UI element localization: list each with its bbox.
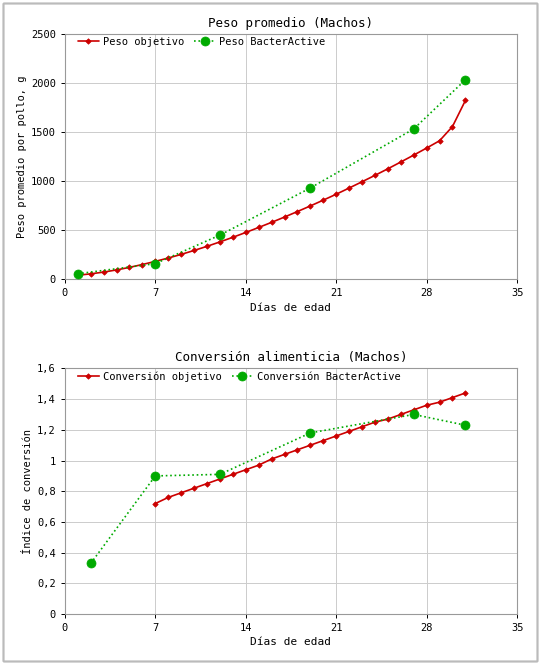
Conversión objetivo bbox=[423, 401, 430, 409]
Peso objetivo bbox=[320, 196, 327, 204]
Conversión objetivo bbox=[307, 441, 314, 449]
Peso objetivo bbox=[242, 228, 249, 236]
Peso objetivo bbox=[397, 158, 404, 166]
Peso objetivo bbox=[359, 178, 365, 186]
Peso objetivo bbox=[333, 191, 340, 199]
Peso BacterActive bbox=[410, 125, 417, 133]
Conversión objetivo bbox=[294, 446, 301, 454]
Conversión objetivo bbox=[230, 470, 236, 478]
Peso objetivo bbox=[126, 264, 133, 272]
X-axis label: Días de edad: Días de edad bbox=[251, 303, 332, 313]
Peso objetivo bbox=[423, 144, 430, 152]
Peso objetivo bbox=[307, 202, 314, 210]
Y-axis label: Peso promedio por pollo, g: Peso promedio por pollo, g bbox=[17, 75, 26, 238]
Peso objetivo bbox=[294, 208, 301, 216]
Peso objetivo bbox=[449, 123, 456, 131]
Conversión objetivo bbox=[384, 415, 391, 423]
Conversión BacterActive bbox=[307, 429, 314, 437]
Conversión objetivo bbox=[255, 461, 262, 469]
Peso objetivo bbox=[410, 151, 417, 159]
Peso objetivo bbox=[204, 242, 210, 250]
Peso objetivo bbox=[178, 250, 184, 258]
Conversión objetivo bbox=[436, 398, 443, 406]
Conversión objetivo bbox=[217, 475, 223, 483]
Conversión objetivo bbox=[397, 410, 404, 418]
Line: Conversión BacterActive: Conversión BacterActive bbox=[86, 410, 470, 568]
Conversión BacterActive bbox=[152, 472, 159, 480]
Conversión objetivo bbox=[359, 423, 365, 431]
Title: Conversión alimenticia (Machos): Conversión alimenticia (Machos) bbox=[175, 351, 407, 365]
Peso objetivo bbox=[346, 184, 353, 192]
Line: Conversión objetivo: Conversión objetivo bbox=[153, 391, 467, 505]
Conversión BacterActive bbox=[87, 560, 94, 568]
Peso BacterActive bbox=[152, 260, 159, 268]
Line: Peso BacterActive: Peso BacterActive bbox=[73, 75, 470, 278]
Line: Peso objetivo: Peso objetivo bbox=[76, 98, 467, 277]
Peso objetivo bbox=[165, 254, 172, 262]
Peso objetivo bbox=[217, 238, 223, 246]
Peso objetivo bbox=[75, 272, 81, 280]
Y-axis label: Índice de conversión: Índice de conversión bbox=[23, 429, 33, 554]
Peso objetivo bbox=[230, 233, 236, 241]
Conversión objetivo bbox=[268, 455, 275, 463]
Conversión objetivo bbox=[410, 406, 417, 414]
Conversión objetivo bbox=[320, 437, 327, 445]
Peso BacterActive bbox=[217, 231, 223, 239]
Conversión objetivo bbox=[281, 450, 288, 458]
Peso objetivo bbox=[113, 266, 120, 274]
Conversión objetivo bbox=[449, 394, 456, 402]
Peso objetivo bbox=[100, 268, 107, 276]
Peso objetivo bbox=[139, 260, 146, 268]
Peso objetivo bbox=[255, 224, 262, 232]
Conversión objetivo bbox=[204, 479, 210, 487]
Conversión BacterActive bbox=[410, 410, 417, 418]
Peso BacterActive bbox=[462, 76, 469, 84]
X-axis label: Días de edad: Días de edad bbox=[251, 637, 332, 647]
Peso BacterActive bbox=[75, 270, 81, 278]
Conversión objetivo bbox=[152, 499, 159, 507]
Title: Peso promedio (Machos): Peso promedio (Machos) bbox=[208, 17, 374, 30]
Peso objetivo bbox=[87, 270, 94, 278]
Conversión objetivo bbox=[346, 428, 353, 436]
Conversión objetivo bbox=[333, 432, 340, 440]
Conversión BacterActive bbox=[217, 470, 223, 478]
Peso objetivo bbox=[191, 246, 197, 254]
Peso objetivo bbox=[372, 171, 378, 179]
Peso objetivo bbox=[384, 165, 391, 173]
Conversión objetivo bbox=[178, 489, 184, 497]
Peso BacterActive bbox=[307, 184, 314, 192]
Legend: Conversión objetivo, Conversión BacterActive: Conversión objetivo, Conversión BacterAc… bbox=[75, 369, 404, 385]
Conversión objetivo bbox=[191, 484, 197, 492]
Peso objetivo bbox=[436, 137, 443, 145]
Conversión objetivo bbox=[165, 493, 172, 501]
Conversión objetivo bbox=[372, 418, 378, 426]
Conversión objetivo bbox=[242, 465, 249, 473]
Peso objetivo bbox=[268, 218, 275, 226]
Peso objetivo bbox=[152, 258, 159, 266]
Peso objetivo bbox=[281, 213, 288, 221]
Conversión objetivo bbox=[462, 389, 469, 397]
Peso objetivo bbox=[462, 96, 469, 104]
Legend: Peso objetivo, Peso BacterActive: Peso objetivo, Peso BacterActive bbox=[75, 34, 329, 50]
Conversión BacterActive bbox=[462, 421, 469, 429]
